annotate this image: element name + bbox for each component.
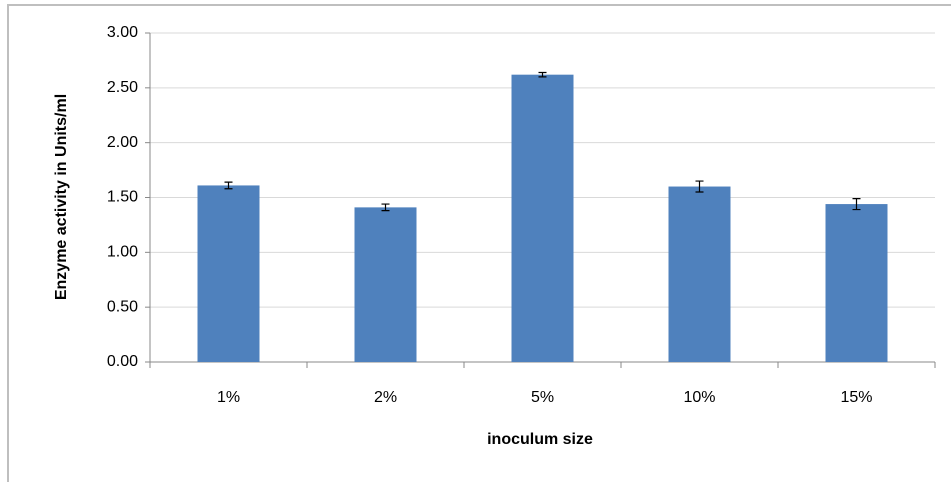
y-tick-label: 2.50 <box>107 79 138 96</box>
y-tick-label: 3.00 <box>107 24 138 41</box>
bar <box>825 204 888 362</box>
bar <box>511 74 574 362</box>
x-tick-label: 1% <box>217 389 240 406</box>
x-axis-title: inoculum size <box>487 431 593 448</box>
x-tick-label: 5% <box>531 389 554 406</box>
error-bar <box>695 180 704 193</box>
y-tick-label: 1.50 <box>107 189 138 206</box>
x-tick-label: 2% <box>374 389 397 406</box>
chart-frame <box>7 4 951 482</box>
error-bar <box>381 203 390 212</box>
x-tick-label: 10% <box>683 389 715 406</box>
y-tick-label: 2.00 <box>107 134 138 151</box>
y-tick-label: 1.00 <box>107 244 138 261</box>
x-tick-label: 15% <box>840 389 872 406</box>
bar <box>354 207 417 362</box>
error-bar <box>538 71 547 78</box>
y-tick-label: 0.00 <box>107 353 138 370</box>
y-axis-title: Enzyme activity in Units/ml <box>53 94 70 300</box>
error-bar <box>224 181 233 190</box>
bar <box>197 185 260 362</box>
error-bar <box>852 197 861 211</box>
y-tick-label: 0.50 <box>107 298 138 315</box>
bar <box>668 186 731 362</box>
